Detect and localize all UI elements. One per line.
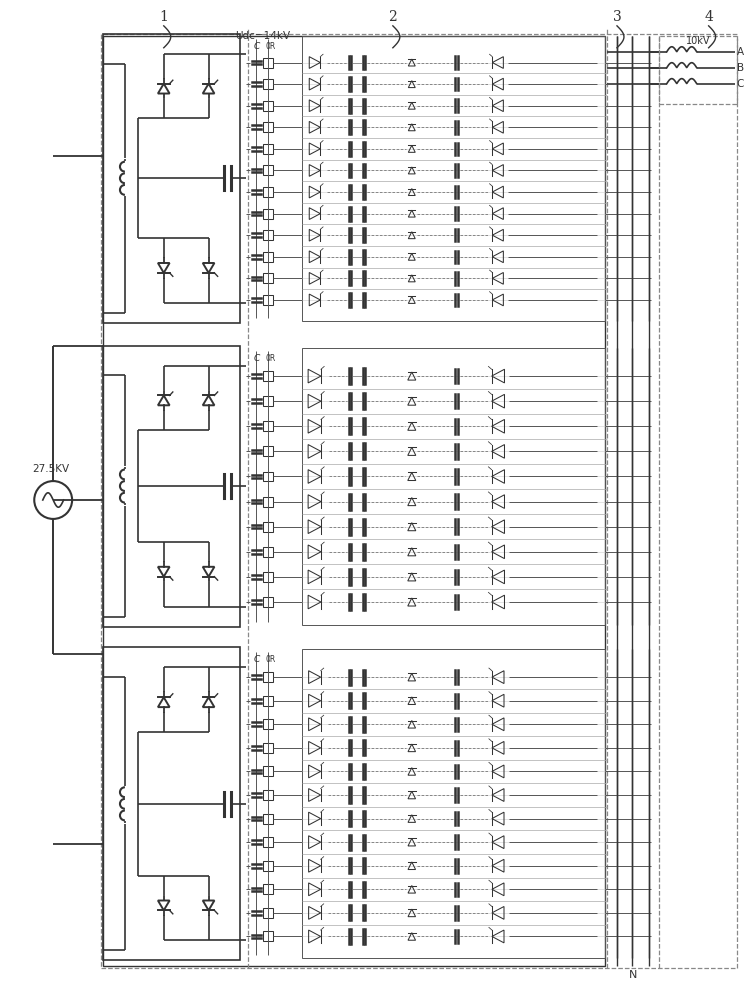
Text: 3: 3 (612, 10, 621, 24)
Bar (264, 743, 273, 753)
Bar (264, 884, 273, 894)
Bar (264, 908, 273, 918)
Text: 2: 2 (388, 10, 397, 24)
Bar (264, 230, 273, 240)
Bar (264, 144, 273, 154)
Bar (264, 122, 273, 132)
Text: C: C (253, 655, 259, 664)
Text: 0R: 0R (265, 42, 276, 51)
Bar (659, 36, 737, 104)
Bar (264, 209, 273, 219)
Bar (264, 719, 273, 729)
Text: C: C (253, 354, 259, 363)
Text: 1: 1 (159, 10, 168, 24)
Text: B: B (737, 63, 744, 73)
Text: Udc=14kV: Udc=14kV (235, 31, 290, 41)
Text: 4: 4 (704, 10, 713, 24)
Bar (264, 421, 273, 431)
Bar (103, 36, 605, 966)
Bar (264, 572, 273, 582)
Bar (264, 101, 273, 111)
Text: A: A (737, 47, 744, 57)
Bar (264, 58, 273, 68)
Bar (264, 931, 273, 941)
Bar (302, 36, 605, 321)
Bar (264, 522, 273, 532)
Text: C: C (737, 79, 744, 89)
Bar (264, 672, 273, 682)
Text: 10kV: 10kV (686, 36, 711, 46)
Bar (264, 295, 273, 305)
Bar (264, 165, 273, 175)
Text: C: C (253, 42, 259, 51)
Bar (264, 252, 273, 262)
Bar (264, 187, 273, 197)
Bar (103, 647, 241, 960)
Bar (302, 348, 605, 625)
Bar (264, 472, 273, 481)
Text: N: N (629, 970, 637, 980)
Bar (264, 396, 273, 406)
Bar (264, 446, 273, 456)
Bar (264, 766, 273, 776)
Text: 0R: 0R (265, 655, 276, 664)
Bar (264, 79, 273, 89)
Bar (264, 861, 273, 871)
Bar (264, 547, 273, 557)
Bar (264, 497, 273, 507)
Text: 0R: 0R (265, 354, 276, 363)
Bar (302, 649, 605, 958)
Bar (264, 837, 273, 847)
Bar (264, 696, 273, 706)
Bar (264, 597, 273, 607)
Bar (264, 273, 273, 283)
Text: 27.5KV: 27.5KV (33, 464, 70, 474)
Bar (103, 346, 241, 627)
Bar (264, 371, 273, 381)
Bar (264, 790, 273, 800)
Bar (264, 814, 273, 824)
Bar (103, 34, 241, 323)
Bar (101, 34, 737, 968)
